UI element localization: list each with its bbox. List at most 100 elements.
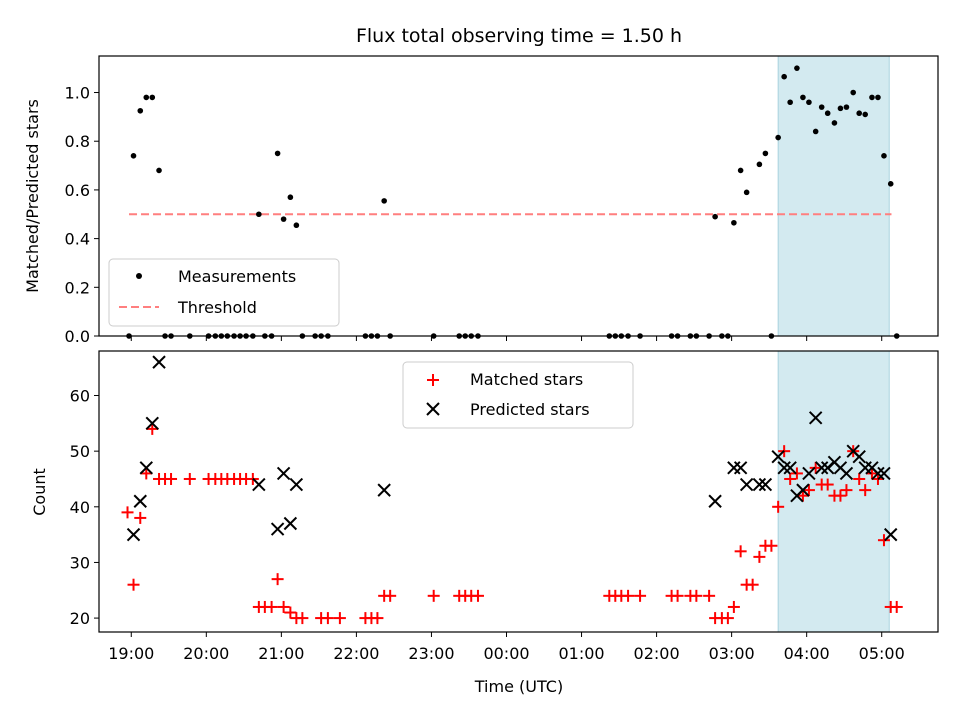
measurement-point — [149, 94, 156, 101]
measurement-point — [850, 89, 856, 96]
predicted-point — [145, 416, 159, 431]
predicted-point-b — [814, 461, 829, 475]
predicted-point — [252, 477, 266, 492]
matched-point — [277, 600, 290, 613]
matched-point — [802, 484, 815, 497]
measurement-point — [875, 94, 881, 101]
matched-point — [840, 484, 853, 497]
matched-point — [753, 550, 766, 563]
matched-point — [384, 589, 397, 602]
top-y-axis: 0.0 0.2 0.4 0.6 0.8 1.0 — [65, 84, 99, 346]
predicted-point — [877, 466, 891, 481]
matched-point — [634, 589, 647, 602]
matched-point — [853, 472, 866, 485]
matched-point — [265, 600, 278, 613]
measurement-point — [837, 105, 844, 112]
predicted-point-b — [152, 355, 166, 369]
predicted-point-b — [733, 461, 748, 475]
matched-point — [271, 573, 284, 586]
measurement-point — [712, 213, 718, 220]
predicted-point — [289, 477, 304, 492]
top-y-tick-label: 0.2 — [65, 278, 90, 297]
measurement-point — [794, 65, 800, 71]
predicted-point — [133, 494, 147, 508]
predicted-point — [152, 355, 166, 369]
predicted-points — [126, 355, 898, 542]
matched-point — [296, 612, 309, 625]
legend-measurement-marker — [136, 273, 142, 279]
bottom-panel: 20 30 40 50 60 19:00 20:00 21:00 22:00 23:00 00:0… — [30, 350, 939, 696]
x-tick-label: 21:00 — [258, 644, 304, 663]
matched-point — [772, 500, 785, 513]
predicted-point-b — [771, 450, 785, 464]
predicted-point-b — [839, 466, 854, 481]
matched-point — [321, 612, 334, 625]
matched-point — [784, 472, 797, 485]
predicted-point — [126, 527, 141, 542]
measurement-point — [137, 107, 144, 114]
predicted-point — [377, 483, 391, 497]
top-y-tick-label: 0.4 — [65, 230, 90, 249]
predicted-point-b — [289, 477, 304, 492]
x-axis-label: Time (UTC) — [474, 677, 563, 696]
matched-point — [877, 534, 890, 547]
predicted-point-b — [133, 494, 147, 508]
measurement-point — [812, 128, 819, 135]
measurement-point — [831, 120, 838, 126]
measurement-point — [130, 153, 137, 159]
matched-point — [796, 489, 809, 502]
predicted-point-b — [752, 477, 767, 492]
measurement-point — [743, 189, 750, 196]
x-tick-label: 04:00 — [784, 644, 830, 663]
matched-point — [746, 578, 759, 591]
top-y-tick-label: 0.0 — [65, 327, 90, 346]
matched-points — [121, 422, 903, 625]
legend-predicted-marker — [426, 402, 440, 416]
x-tick-label: 01:00 — [558, 644, 604, 663]
measurement-point — [775, 134, 781, 141]
predicted-point — [733, 461, 748, 475]
matched-point — [790, 467, 803, 480]
top-y-tick-label: 1.0 — [65, 84, 90, 103]
measurement-point — [862, 111, 869, 118]
measurement-point — [800, 94, 806, 101]
legend-predicted: Predicted stars — [470, 400, 590, 419]
measurement-point — [756, 161, 763, 168]
top-y-tick-label: 0.6 — [65, 181, 90, 200]
x-tick-label: 20:00 — [183, 644, 229, 663]
bottom-y-tick-label: 30 — [70, 553, 90, 572]
predicted-point-b — [377, 483, 391, 497]
measurement-point — [274, 150, 281, 157]
predicted-point-b — [871, 466, 885, 481]
predicted-point — [814, 461, 829, 475]
matched-point — [165, 472, 178, 485]
bottom-frame — [98, 350, 939, 633]
top-panel: 0.0 0.2 0.4 0.6 0.8 1.0 Matched/Predicted sta… — [23, 55, 939, 346]
matched-point — [865, 467, 878, 480]
predicted-point — [758, 477, 773, 492]
predicted-point-b — [783, 461, 797, 475]
measurement-point — [156, 167, 162, 174]
bottom-y-axis: 20 30 40 50 60 — [70, 387, 99, 628]
matched-point — [622, 589, 635, 602]
predicted-point-b — [139, 461, 153, 475]
measurement-point — [843, 104, 850, 110]
predicted-point-b — [802, 466, 816, 481]
matched-point — [734, 545, 747, 558]
matched-point — [134, 511, 147, 524]
legend-matched: Matched stars — [470, 370, 583, 389]
bottom-legend-box — [402, 361, 634, 429]
measurement-point — [293, 222, 300, 229]
predicted-point-b — [276, 466, 291, 481]
matched-point — [671, 589, 684, 602]
measurement-point — [781, 73, 787, 80]
legend-matched-marker — [427, 374, 439, 386]
matched-point — [183, 472, 196, 485]
predicted-point-b — [145, 416, 159, 431]
predicted-point-b — [708, 494, 722, 508]
predicted-point — [871, 466, 885, 481]
predicted-point-b — [270, 522, 285, 536]
x-tick-label: 23:00 — [408, 644, 454, 663]
x-tick-label: 22:00 — [333, 644, 379, 663]
